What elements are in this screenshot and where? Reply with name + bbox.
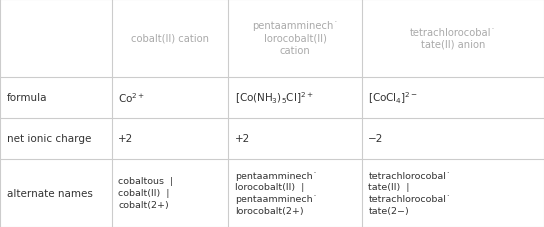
Text: pentaamminech˙
lorocobalt(II)  |
pentaamminech˙
lorocobalt(2+): pentaamminech˙ lorocobalt(II) | pentaamm… [235,171,317,215]
Text: [CoCl$_4$]$^{2-}$: [CoCl$_4$]$^{2-}$ [368,90,418,105]
Text: −2: −2 [368,133,384,143]
Text: [Co(NH$_3$)$_5$Cl]$^{2+}$: [Co(NH$_3$)$_5$Cl]$^{2+}$ [235,90,314,105]
Text: Co$^{2+}$: Co$^{2+}$ [118,91,145,104]
Text: +2: +2 [118,133,133,143]
Text: cobalt(II) cation: cobalt(II) cation [131,34,209,44]
Text: tetrachlorocobal˙
tate(II) anion: tetrachlorocobal˙ tate(II) anion [410,27,496,50]
Text: +2: +2 [235,133,250,143]
Text: tetrachlorocobal˙
tate(II)  |
tetrachlorocobal˙
tate(2−): tetrachlorocobal˙ tate(II) | tetrachloro… [368,171,451,215]
Text: net ionic charge: net ionic charge [7,133,91,143]
Text: cobaltous  |
cobalt(II)  |
cobalt(2+): cobaltous | cobalt(II) | cobalt(2+) [118,177,174,209]
Text: pentaamminech˙
lorocobalt(II)
cation: pentaamminech˙ lorocobalt(II) cation [252,21,338,56]
Text: formula: formula [7,93,47,103]
Text: alternate names: alternate names [7,188,92,198]
